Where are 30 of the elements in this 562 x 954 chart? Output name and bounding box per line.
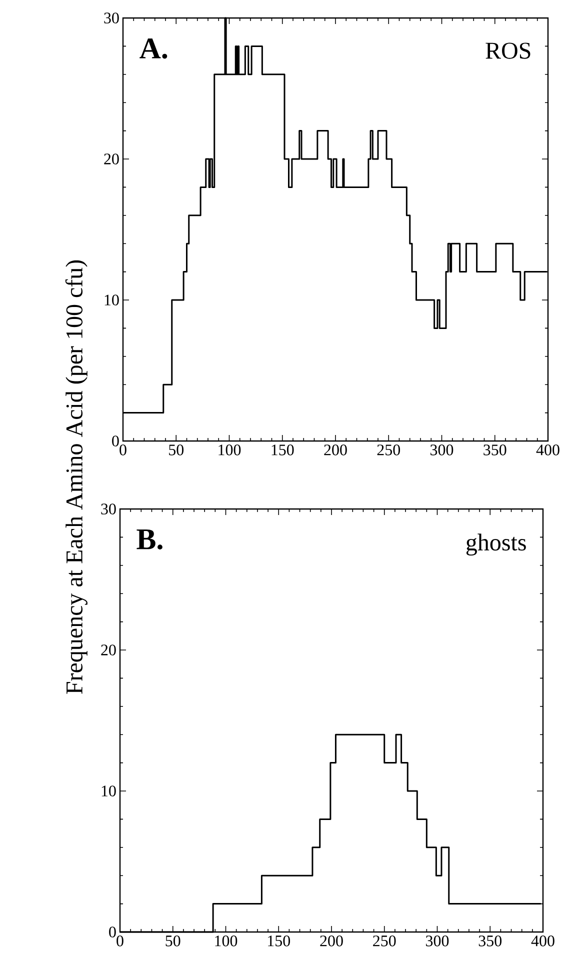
x-tick-label: 350 — [478, 936, 502, 946]
y-tick-label: 0 — [112, 436, 119, 446]
y-tick-label: 20 — [101, 644, 116, 656]
x-tick-label: 250 — [377, 444, 400, 456]
x-tick-label: 300 — [430, 444, 454, 456]
y-tick-label: 30 — [101, 504, 116, 514]
x-tick-label: 400 — [536, 444, 560, 456]
x-tick-label: 400 — [531, 936, 554, 946]
x-tick-label: 50 — [166, 936, 180, 946]
x-tick-label: 100 — [218, 444, 241, 456]
y-tick-label: 10 — [102, 786, 116, 796]
y-axis-title: Frequency at Each Amino Acid (per 100 cfu) — [65, 260, 88, 694]
x-tick-label: 250 — [373, 936, 396, 946]
annotation: ghosts — [466, 534, 526, 556]
x-tick-label: 0 — [120, 444, 126, 456]
x-tick-label: 200 — [324, 444, 347, 456]
x-tick-label: 150 — [272, 444, 294, 456]
x-tick-label: 50 — [169, 444, 184, 456]
x-tick-label: 150 — [268, 936, 290, 946]
y-tick-label: 0 — [109, 926, 116, 938]
text: A. — [140, 38, 168, 59]
y-tick-label: 30 — [104, 12, 119, 24]
x-tick-label: 300 — [426, 936, 449, 946]
x-tick-label: 100 — [215, 936, 238, 946]
annotation: ROS — [486, 42, 530, 59]
y-tick-label: 10 — [104, 294, 119, 306]
x-tick-label: 350 — [484, 444, 506, 456]
x-tick-label: 200 — [320, 936, 343, 946]
y-tick-label: 20 — [104, 154, 119, 164]
text: B. — [136, 529, 162, 550]
